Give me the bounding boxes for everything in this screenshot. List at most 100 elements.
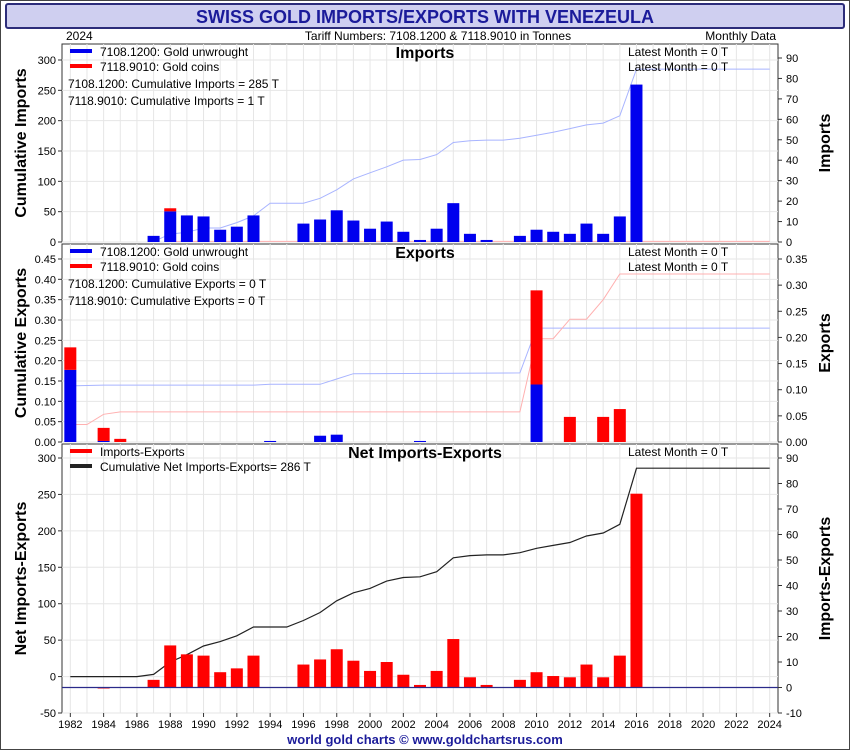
net-right-tick-label: 80: [786, 479, 798, 491]
imports-bar-unwrought-2016: [630, 84, 643, 242]
imports-legend-label-0: 7108.1200: Gold unwrought: [100, 45, 249, 59]
x-tick-label: 1984: [91, 719, 115, 731]
net-bar-1996: [297, 664, 310, 688]
exports-right-tick-label: 0.15: [786, 359, 807, 371]
x-tick-label: 2012: [558, 719, 582, 731]
net-right-tick-label: 30: [786, 606, 798, 618]
net-bar-2003: [414, 684, 426, 688]
imports-bar-unwrought-2010: [530, 229, 543, 242]
net-bar-1987: [147, 679, 160, 688]
exports-bar-coins-2012: [563, 416, 576, 442]
imports-bar-unwrought-2014: [597, 233, 610, 242]
imports-bar-unwrought-1997: [314, 219, 327, 242]
exports-left-tick-label: 0.45: [35, 254, 56, 266]
imports-bar-unwrought-2003: [414, 239, 426, 242]
exports-bar-unwrought-2003: [414, 440, 426, 442]
x-tick-label: 2024: [757, 719, 781, 731]
net-bar-1990: [197, 655, 210, 688]
exports-legend-label-1: 7118.9010: Gold coins: [100, 260, 219, 274]
x-tick-label: 2002: [391, 719, 415, 731]
net-bar-1989: [180, 654, 193, 688]
imports-bar-unwrought-1993: [247, 215, 260, 242]
imports-bar-unwrought-2007: [480, 239, 493, 242]
net-legend-swatch-0: [70, 449, 92, 453]
imports-bar-unwrought-2002: [397, 231, 410, 242]
net-bar-2006: [463, 677, 476, 688]
exports-bar-unwrought-1998: [330, 434, 343, 442]
exports-left-tick-label: 0.00: [35, 437, 56, 449]
x-tick-label: 2008: [491, 719, 515, 731]
exports-left-axis-title: Cumulative Exports: [13, 268, 30, 418]
imports-legend-label-1: 7118.9010: Gold coins: [100, 60, 219, 74]
net-left-tick-label: 300: [38, 453, 56, 465]
exports-bar-unwrought-1982: [64, 369, 77, 442]
exports-cumulative-line-1: [70, 273, 770, 425]
net-bar-2002: [397, 674, 410, 688]
exports-latest-month-0: Latest Month = 0 T: [628, 245, 729, 259]
net-right-tick-label: -10: [786, 708, 802, 720]
x-tick-label: 1992: [225, 719, 249, 731]
net-right-tick-label: 10: [786, 657, 798, 669]
exports-left-tick-label: 0.30: [35, 315, 56, 327]
net-left-tick-label: 200: [38, 526, 56, 538]
footer-credit: world gold charts © www.goldchartsrus.co…: [286, 732, 563, 747]
exports-bar-unwrought-1994: [264, 440, 277, 442]
exports-latest-month-1: Latest Month = 0 T: [628, 260, 729, 274]
imports-left-tick-label: 250: [38, 85, 56, 97]
imports-bar-unwrought-2001: [380, 221, 393, 242]
net-legend-label-0: Imports-Exports: [100, 445, 185, 459]
imports-bar-unwrought-1988: [164, 211, 177, 242]
imports-right-tick-label: 10: [786, 217, 798, 229]
net-left-tick-label: 0: [50, 672, 56, 684]
x-tick-label: 2022: [724, 719, 748, 731]
x-tick-label: 2006: [458, 719, 482, 731]
net-right-tick-label: 90: [786, 453, 798, 465]
imports-left-tick-label: 200: [38, 116, 56, 128]
imports-right-tick-label: 40: [786, 155, 798, 167]
exports-left-tick-label: 0.10: [35, 396, 56, 408]
exports-bar-coins-2015: [613, 409, 626, 442]
net-bar-2016: [630, 493, 643, 688]
imports-bar-unwrought-1998: [330, 210, 343, 242]
imports-bar-unwrought-1991: [214, 229, 227, 242]
net-bar-2012: [563, 677, 576, 688]
imports-bar-unwrought-1987: [147, 235, 160, 242]
x-tick-label: 1996: [291, 719, 315, 731]
exports-cumulative-line-0: [70, 327, 770, 387]
imports-right-tick-label: 0: [786, 237, 792, 249]
x-tick-label: 2000: [358, 719, 382, 731]
net-bar-2007: [480, 684, 493, 688]
exports-bar-unwrought-1997: [314, 435, 327, 442]
exports-bar-unwrought-1984: [97, 440, 110, 442]
net-bar-2015: [613, 655, 626, 688]
exports-bar-coins-1984: [97, 427, 110, 441]
exports-right-tick-label: 0.35: [786, 254, 807, 266]
exports-left-tick-label: 0.25: [35, 335, 56, 347]
exports-panel-title: Exports: [395, 245, 455, 262]
net-bar-1991: [214, 672, 227, 688]
exports-right-tick-label: 0.30: [786, 280, 807, 292]
net-latest-month-0: Latest Month = 0 T: [628, 445, 729, 459]
frequency-label: Monthly Data: [705, 29, 776, 43]
net-right-tick-label: 0: [786, 683, 792, 695]
imports-legend-swatch-1: [70, 64, 92, 68]
imports-right-tick-label: 30: [786, 176, 798, 188]
net-right-axis-title: Imports-Exports: [817, 517, 834, 641]
net-bar-1999: [347, 660, 360, 688]
imports-bar-unwrought-1992: [230, 226, 243, 242]
x-tick-label: 2010: [524, 719, 548, 731]
imports-bar-unwrought-2015: [613, 216, 626, 242]
exports-left-tick-label: 0.20: [35, 356, 56, 368]
x-tick-label: 1986: [125, 719, 149, 731]
exports-right-tick-label: 0.10: [786, 385, 807, 397]
imports-right-tick-label: 60: [786, 114, 798, 126]
x-tick-label: 1982: [58, 719, 82, 731]
exports-panel: 0.00 0.05 0.10 0.15 0.20 0.25 0.30 0.35 0.40 0.45…: [13, 243, 834, 449]
net-right-tick-label: 50: [786, 555, 798, 567]
x-tick-label: 1994: [258, 719, 282, 731]
exports-right-tick-label: 0.05: [786, 411, 807, 423]
exports-right-tick-label: 0.25: [786, 306, 807, 318]
chart-title: SWISS GOLD IMPORTS/EXPORTS WITH VENEZEUL…: [196, 7, 654, 27]
net-legend-label-1: Cumulative Net Imports-Exports= 286 T: [100, 460, 312, 474]
